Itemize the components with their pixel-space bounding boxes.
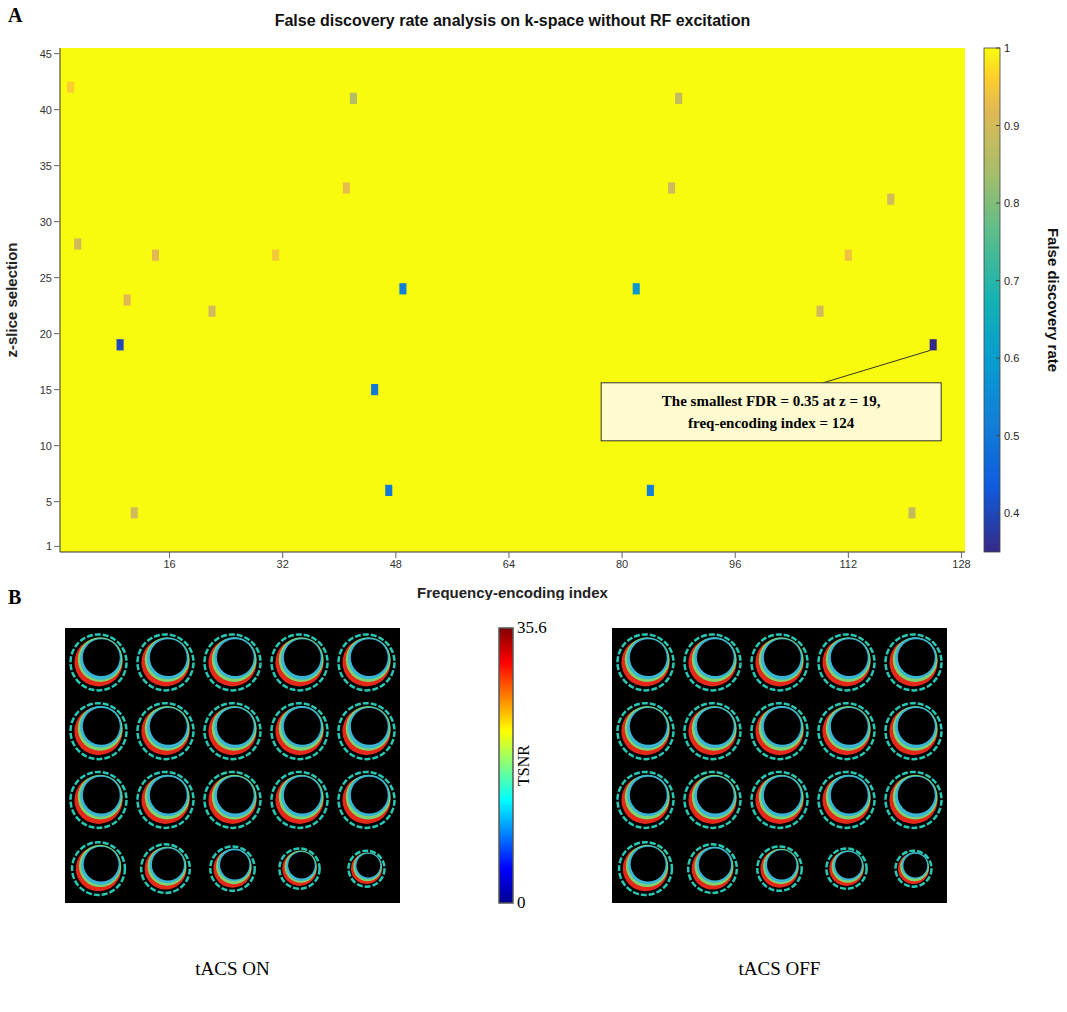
svg-text:80: 80 bbox=[616, 558, 628, 570]
html-text:B: B bbox=[8, 586, 22, 608]
svg-text:False discovery rate: False discovery rate bbox=[1045, 228, 1062, 372]
svg-text:0.4: 0.4 bbox=[1004, 507, 1019, 519]
svg-text:112: 112 bbox=[840, 558, 858, 570]
svg-text:0.9: 0.9 bbox=[1004, 120, 1019, 132]
svg-text:20: 20 bbox=[40, 328, 52, 340]
html-text:tACS OFF: tACS OFF bbox=[738, 958, 821, 979]
svg-text:40: 40 bbox=[40, 104, 52, 116]
svg-text:0.6: 0.6 bbox=[1004, 352, 1019, 364]
svg-text:96: 96 bbox=[729, 558, 741, 570]
svg-text:5: 5 bbox=[46, 496, 52, 508]
svg-text:35.6: 35.6 bbox=[517, 618, 547, 637]
svg-text:25: 25 bbox=[40, 272, 52, 284]
svg-text:0: 0 bbox=[517, 893, 526, 912]
svg-text:Frequency-encoding index: Frequency-encoding index bbox=[417, 584, 609, 600]
svg-text:15: 15 bbox=[40, 384, 52, 396]
svg-text:TSNR: TSNR bbox=[515, 745, 532, 786]
svg-text:0.7: 0.7 bbox=[1004, 275, 1019, 287]
html-text:False discovery rate analysis: False discovery rate analysis on k-space… bbox=[274, 12, 751, 29]
svg-text:48: 48 bbox=[390, 558, 402, 570]
svg-text:45: 45 bbox=[40, 48, 52, 60]
svg-text:1: 1 bbox=[1004, 42, 1010, 54]
svg-text:freq-encoding index = 124: freq-encoding index = 124 bbox=[688, 415, 855, 431]
svg-text:30: 30 bbox=[40, 216, 52, 228]
svg-text:0.8: 0.8 bbox=[1004, 197, 1019, 209]
svg-text:10: 10 bbox=[40, 440, 52, 452]
html-text:A: A bbox=[8, 4, 23, 26]
svg-text:1: 1 bbox=[46, 540, 52, 552]
svg-text:35: 35 bbox=[40, 160, 52, 172]
svg-text:64: 64 bbox=[503, 558, 515, 570]
svg-text:32: 32 bbox=[277, 558, 289, 570]
html-text:tACS ON: tACS ON bbox=[195, 958, 270, 979]
svg-text:z-slice selection: z-slice selection bbox=[3, 242, 20, 357]
svg-text:The smallest FDR = 0.35 at z =: The smallest FDR = 0.35 at z = 19, bbox=[662, 393, 881, 409]
svg-text:0.5: 0.5 bbox=[1004, 430, 1019, 442]
svg-text:128: 128 bbox=[952, 558, 970, 570]
svg-text:16: 16 bbox=[163, 558, 175, 570]
